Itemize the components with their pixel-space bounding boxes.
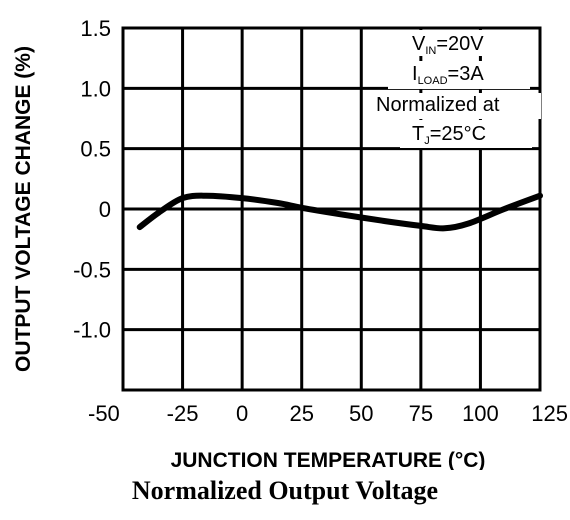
x-tick-label: 125: [531, 401, 568, 426]
y-axis-title: OUTPUT VOLTAGE CHANGE (%): [12, 46, 35, 372]
y-tick-label: -0.5: [73, 257, 111, 282]
chart: 1.5 1.0 0.5 0 -0.5 -1.0 -50 -25 0 25 50 75 100 125 V…: [12, 16, 568, 470]
y-tick-label: -1.0: [73, 318, 111, 343]
annotation-vin: VIN=20V: [412, 33, 484, 57]
x-tick-label: 50: [349, 401, 373, 426]
annotation-normalized: Normalized at: [376, 94, 500, 116]
plot-border: [121, 26, 542, 392]
x-tick-label: 75: [409, 401, 433, 426]
y-tick-label: 1.5: [80, 16, 111, 41]
plot-frame: [121, 26, 542, 392]
x-tick-label: 25: [289, 401, 313, 426]
y-tick-label: 0.5: [80, 137, 111, 162]
annotation-iload: ILOAD=3A: [412, 63, 484, 87]
annotation-box: VIN=20V ILOAD=3A Normalized at TJ=25°C: [373, 30, 541, 148]
annotation-tj: TJ=25°C: [412, 123, 486, 147]
x-tick-label: 100: [462, 401, 499, 426]
x-tick-label: -50: [88, 401, 120, 426]
y-tick-label: 0: [99, 197, 111, 222]
x-tick-labels: -50 -25 0 25 50 75 100 125: [88, 401, 568, 426]
x-axis-title: JUNCTION TEMPERATURE (°C): [171, 449, 486, 470]
series-line: [136, 192, 543, 232]
y-tick-label: 1.0: [80, 76, 111, 101]
x-tick-label: -25: [167, 401, 199, 426]
x-tick-label: 0: [236, 401, 248, 426]
y-tick-labels: 1.5 1.0 0.5 0 -0.5 -1.0: [73, 16, 111, 343]
figure-caption: Normalized Output Voltage: [131, 476, 439, 505]
